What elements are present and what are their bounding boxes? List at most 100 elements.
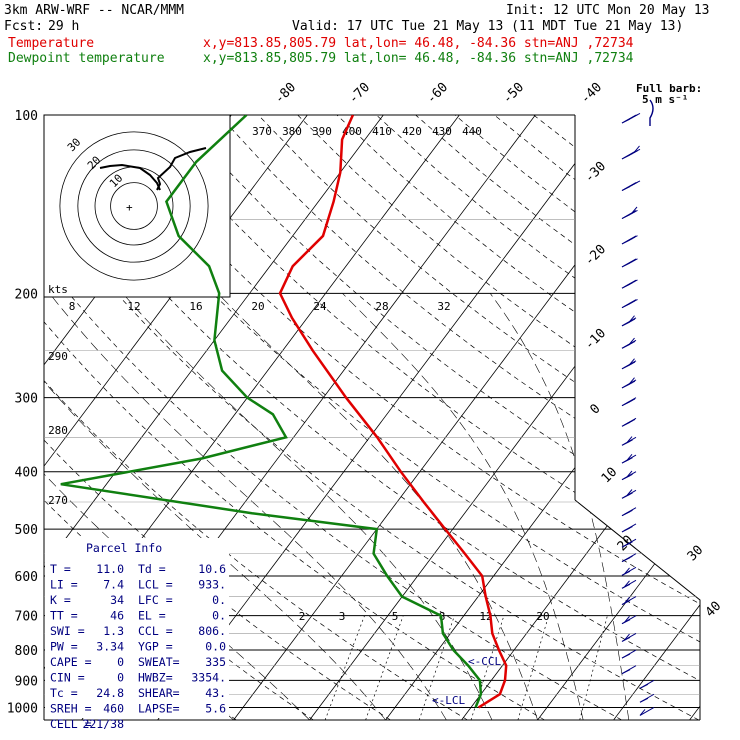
- wind-barb: [639, 679, 655, 689]
- barb-flag: [624, 509, 633, 515]
- wind-barb: [621, 523, 637, 533]
- barb-flag: [629, 209, 638, 215]
- isotherm-label: 20: [615, 533, 637, 555]
- barb-half: [624, 567, 630, 575]
- parcel-row-label: PW =: [50, 640, 78, 654]
- barb-half: [624, 615, 630, 623]
- parcel-row-label: LI =: [50, 578, 78, 592]
- parcel-row-value2: 933.: [198, 578, 226, 592]
- parcel-row-value: 24.8: [96, 686, 124, 700]
- barb-flag: [624, 492, 633, 498]
- theta-e-label: 430: [432, 125, 452, 138]
- parcel-row-value2: 806.: [198, 624, 226, 638]
- barb-top: [649, 99, 654, 126]
- wind-barb: [621, 397, 637, 407]
- dry-adiabat: [44, 115, 468, 720]
- barb-half: [624, 633, 630, 641]
- theta-label: 270: [48, 494, 68, 507]
- parcel-row-value: 7.4: [103, 578, 124, 592]
- pressure-label: 100: [15, 109, 38, 124]
- parcel-row-label: SWI =: [50, 624, 85, 638]
- barb-flag: [624, 526, 633, 531]
- hodograph-frame: [43, 114, 231, 298]
- pressure-label: 200: [15, 287, 38, 302]
- wind-barb: [621, 538, 637, 548]
- barb-flag: [624, 457, 633, 463]
- barb-flag: [624, 541, 633, 547]
- theta-e-label: 380: [282, 125, 302, 138]
- pressure-label: 600: [15, 570, 38, 585]
- wind-barb: [621, 553, 637, 563]
- fcst-label: Fcst:: [4, 19, 43, 34]
- parcel-row-label2: SHEAR=: [138, 686, 180, 700]
- dry-adiabat: [61, 115, 700, 720]
- wind-barb: [621, 279, 638, 289]
- wind-barb: [621, 489, 637, 499]
- parcel-row-label2: Td =: [138, 562, 166, 576]
- parcel-row-value: 0: [117, 655, 124, 669]
- dry-adiabat: [44, 115, 700, 720]
- wind-barb: [621, 579, 637, 589]
- theta-e-label: 390: [312, 125, 332, 138]
- parcel-row-label: TT =: [50, 609, 78, 623]
- barb-flag: [621, 669, 631, 675]
- trace-clip: [60, 115, 508, 709]
- hodo-speed-label: 24: [313, 300, 327, 313]
- parcel-row-value2: 0.: [212, 593, 226, 607]
- dry-adiabat: [100, 115, 700, 720]
- parcel-row-label2: YGP =: [138, 640, 173, 654]
- barb-flag: [621, 600, 631, 606]
- barb-flag: [629, 299, 638, 304]
- parcel-info-panel: Parcel Info T = 11.0 Td = 10.6 LI = 7.4 LCL = 93…: [45, 538, 229, 731]
- isotherm-label: 40: [703, 599, 725, 621]
- isotherm-label: 10: [599, 465, 621, 487]
- mixing-ratio-line: [324, 615, 365, 720]
- theta-label: 280: [48, 424, 68, 437]
- parcel-row-label2: SWEAT=: [138, 655, 180, 669]
- barb-half: [629, 358, 635, 365]
- dry-adiabat: [44, 115, 622, 720]
- dry-adiabat: [44, 115, 699, 720]
- barb-flag: [631, 148, 641, 154]
- isotherm-label: 30: [685, 543, 707, 565]
- hodograph-ring: [77, 149, 191, 263]
- barb-flag: [626, 398, 636, 404]
- parcel-row-label2: EL =: [138, 609, 166, 623]
- wind-barb: [639, 693, 655, 703]
- barb-flag: [631, 180, 641, 186]
- isotherm-label: -70: [346, 80, 373, 107]
- wind-barb: [621, 507, 637, 517]
- barb-flag: [621, 583, 631, 589]
- moist-adiabat: [489, 293, 630, 720]
- parcel-row-label2: LFC =: [138, 593, 173, 607]
- barb-half: [626, 436, 633, 443]
- temperature-info: x,y=813.85,805.79 lat,lon= 46.48, -84.36…: [203, 36, 634, 51]
- barb-legend-unit: 5 m s⁻¹: [642, 93, 688, 106]
- parcel-row-value: 34: [110, 593, 124, 607]
- wind-barb: [621, 649, 637, 659]
- barb-flag: [631, 112, 641, 118]
- dry-adiabat: [336, 115, 700, 720]
- barb-flag: [629, 258, 638, 264]
- isotherm-label: -60: [424, 80, 451, 107]
- isotherm: [44, 115, 384, 720]
- mixing-ratio-label: 3: [339, 610, 346, 623]
- mixing-ratio-line: [517, 615, 549, 720]
- barb-flag: [626, 341, 636, 346]
- parcel-info-bg: [45, 538, 229, 718]
- moist-adiabat: [217, 293, 538, 720]
- wind-barb: [621, 235, 638, 245]
- wind-barb: [621, 566, 637, 576]
- hodo-speed-label: 8: [69, 300, 76, 313]
- parcel-row-value2: 0.: [212, 609, 226, 623]
- temperature-legend: Temperature: [8, 36, 94, 51]
- parcel-row-value: 3.34: [96, 640, 124, 654]
- mixing-ratio-label: 20: [536, 610, 549, 623]
- wind-barb: [621, 596, 637, 606]
- isotherm-label: -80: [272, 80, 299, 107]
- isotherm: [44, 115, 308, 720]
- parcel-row-label2: LCL =: [138, 578, 173, 592]
- barb-flag: [621, 653, 631, 659]
- hodo-speed-label: 16: [189, 300, 202, 313]
- barb-flag: [621, 636, 631, 642]
